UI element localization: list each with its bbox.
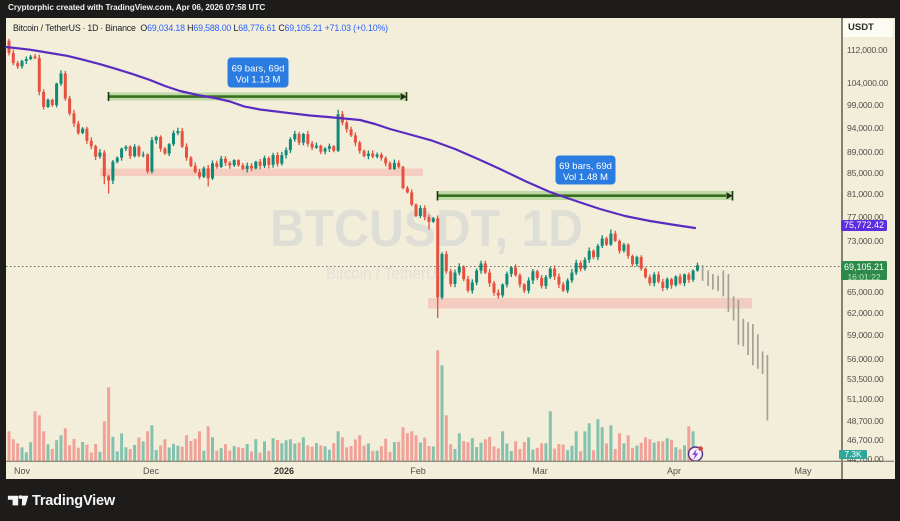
svg-text:69 bars, 69d: 69 bars, 69d [232,64,285,75]
svg-text:BTCUSDT, 1D: BTCUSDT, 1D [270,200,583,258]
svg-text:Bitcoin / TetherUS: Bitcoin / TetherUS [326,264,447,283]
svg-text:69 bars, 69d: 69 bars, 69d [559,161,612,172]
svg-text:Vol 1.13 M: Vol 1.13 M [236,75,281,86]
svg-text:Vol 1.48 M: Vol 1.48 M [563,172,608,183]
